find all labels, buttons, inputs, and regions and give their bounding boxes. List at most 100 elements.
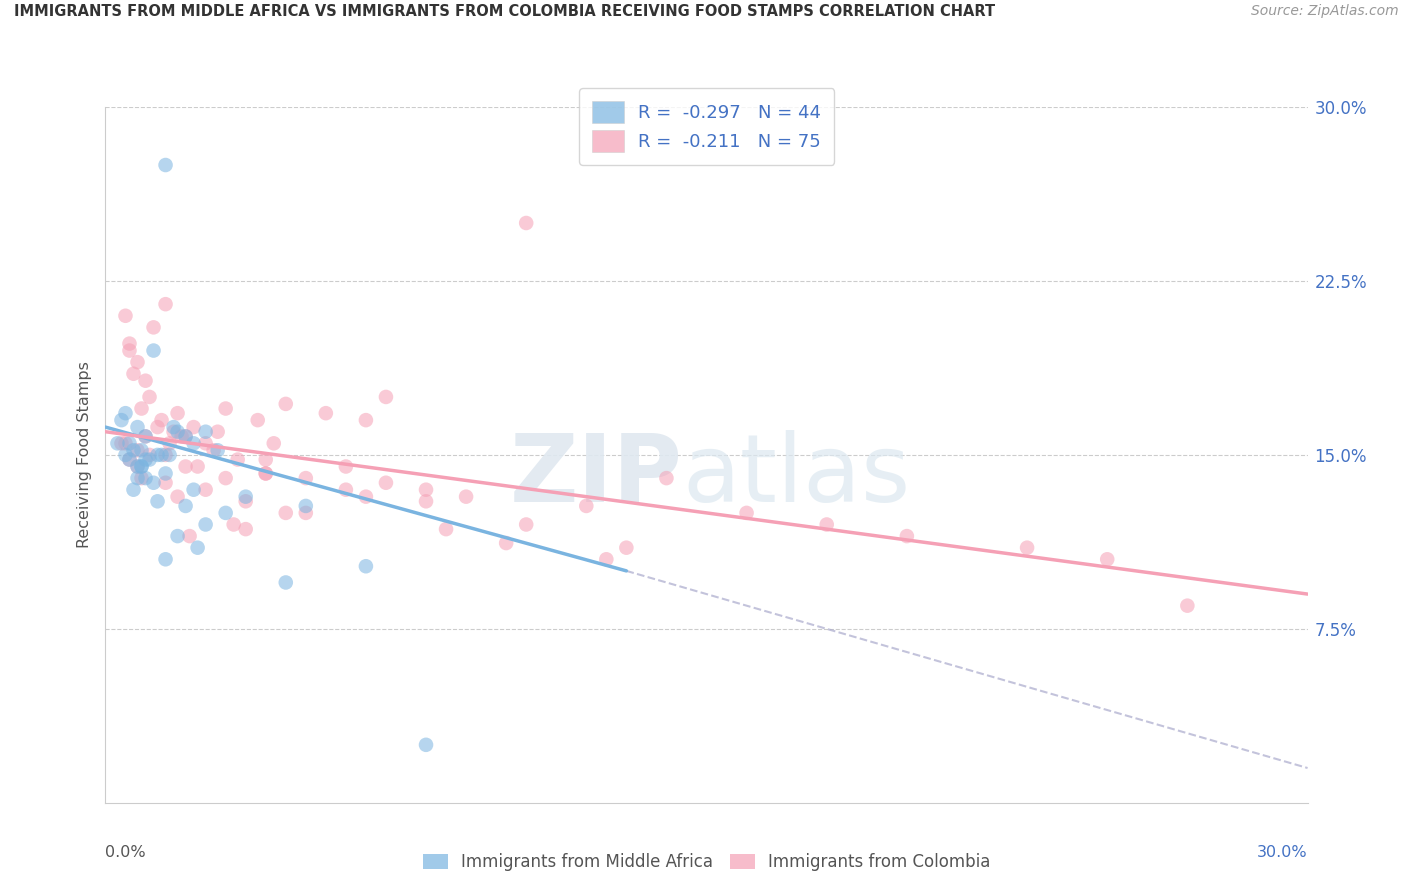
Point: [415, 494, 437, 508]
Text: IMMIGRANTS FROM MIDDLE AFRICA VS IMMIGRANTS FROM COLOMBIA RECEIVING FOOD STAMPS : IMMIGRANTS FROM MIDDLE AFRICA VS IMMIGRA…: [14, 4, 995, 20]
Point: [1097, 552, 1119, 566]
Point: [194, 483, 217, 497]
Point: [146, 494, 169, 508]
Point: [162, 420, 184, 434]
Point: [142, 343, 165, 358]
Point: [166, 425, 188, 439]
Point: [155, 475, 177, 490]
Point: [159, 448, 181, 462]
Point: [127, 471, 149, 485]
Point: [214, 471, 236, 485]
Point: [254, 467, 277, 481]
Y-axis label: Receiving Food Stamps: Receiving Food Stamps: [76, 361, 91, 549]
Text: Source: ZipAtlas.com: Source: ZipAtlas.com: [1251, 4, 1399, 19]
Point: [135, 429, 157, 443]
Point: [155, 467, 177, 481]
Text: 0.0%: 0.0%: [105, 845, 146, 860]
Point: [138, 448, 160, 462]
Point: [374, 390, 398, 404]
Point: [166, 529, 188, 543]
Point: [456, 490, 478, 504]
Point: [222, 517, 245, 532]
Point: [114, 436, 136, 450]
Point: [135, 471, 157, 485]
Point: [335, 483, 357, 497]
Point: [127, 459, 149, 474]
Point: [274, 506, 297, 520]
Point: [354, 490, 377, 504]
Point: [434, 522, 457, 536]
Point: [194, 517, 217, 532]
Point: [135, 452, 157, 467]
Point: [142, 320, 165, 334]
Point: [107, 436, 129, 450]
Text: 30.0%: 30.0%: [1257, 845, 1308, 860]
Point: [118, 452, 141, 467]
Point: [131, 459, 153, 474]
Point: [1175, 599, 1198, 613]
Text: atlas: atlas: [682, 430, 911, 522]
Point: [122, 367, 145, 381]
Point: [131, 401, 153, 416]
Point: [114, 448, 136, 462]
Point: [354, 413, 377, 427]
Point: [118, 343, 141, 358]
Point: [138, 390, 160, 404]
Point: [159, 436, 181, 450]
Point: [122, 483, 145, 497]
Point: [174, 499, 197, 513]
Point: [515, 216, 537, 230]
Point: [202, 443, 225, 458]
Point: [150, 448, 173, 462]
Point: [254, 467, 277, 481]
Point: [295, 471, 318, 485]
Point: [118, 336, 141, 351]
Point: [735, 506, 758, 520]
Point: [114, 309, 136, 323]
Point: [226, 452, 249, 467]
Text: ZIP: ZIP: [509, 430, 682, 522]
Point: [155, 297, 177, 311]
Point: [194, 436, 217, 450]
Point: [127, 420, 149, 434]
Point: [595, 552, 617, 566]
Point: [127, 459, 149, 474]
Point: [254, 452, 277, 467]
Point: [110, 413, 132, 427]
Point: [495, 536, 517, 550]
Point: [415, 483, 437, 497]
Point: [122, 443, 145, 458]
Point: [155, 448, 177, 462]
Legend: Immigrants from Middle Africa, Immigrants from Colombia: Immigrants from Middle Africa, Immigrant…: [416, 847, 997, 878]
Point: [235, 490, 257, 504]
Point: [235, 494, 257, 508]
Point: [127, 443, 149, 458]
Point: [162, 425, 184, 439]
Point: [335, 459, 357, 474]
Point: [114, 406, 136, 420]
Point: [315, 406, 337, 420]
Point: [415, 738, 437, 752]
Point: [166, 406, 188, 420]
Point: [174, 429, 197, 443]
Point: [142, 475, 165, 490]
Point: [246, 413, 269, 427]
Point: [655, 471, 678, 485]
Point: [263, 436, 285, 450]
Point: [131, 471, 153, 485]
Point: [214, 401, 236, 416]
Point: [146, 420, 169, 434]
Point: [575, 499, 598, 513]
Point: [183, 483, 205, 497]
Point: [118, 436, 141, 450]
Point: [166, 490, 188, 504]
Point: [815, 517, 838, 532]
Point: [616, 541, 638, 555]
Point: [183, 420, 205, 434]
Point: [179, 529, 201, 543]
Point: [174, 429, 197, 443]
Point: [170, 429, 193, 443]
Point: [515, 517, 537, 532]
Point: [183, 436, 205, 450]
Point: [295, 506, 318, 520]
